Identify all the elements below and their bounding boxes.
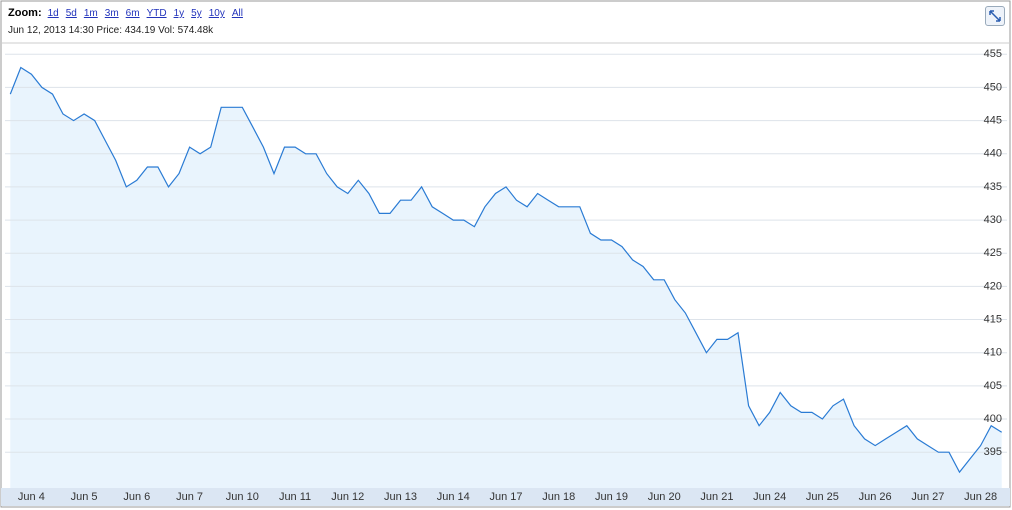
zoom-link[interactable]: 5d — [65, 8, 77, 19]
y-tick-label: 455 — [984, 48, 1002, 60]
x-tick-label: Jun 7 — [176, 491, 203, 503]
x-tick-label: Jun 20 — [648, 491, 681, 503]
y-tick-label: 400 — [984, 413, 1002, 425]
expand-button[interactable] — [985, 6, 1005, 26]
zoom-link[interactable]: 5y — [191, 8, 202, 19]
x-tick-label: Jun 12 — [331, 491, 364, 503]
x-tick-label: Jun 14 — [437, 491, 470, 503]
zoom-link[interactable]: All — [231, 8, 243, 19]
y-tick-label: 410 — [984, 347, 1002, 359]
y-tick-label: 445 — [984, 114, 1002, 126]
zoom-link[interactable]: 10y — [208, 8, 225, 19]
x-tick-label: Jun 26 — [859, 491, 892, 503]
zoom-link[interactable]: 1m — [83, 8, 98, 19]
zoom-label: Zoom: — [8, 7, 42, 19]
y-tick-label: 450 — [984, 81, 1002, 93]
zoom-link[interactable]: 3m — [104, 8, 119, 19]
toolbar: Zoom: 1d 5d 1m 3m 6m YTD 1y 5y 10y All — [8, 7, 250, 19]
status: Jun 12, 2013 14:30 Price: 434.19 Vol: 57… — [8, 25, 214, 36]
expand-icon — [989, 10, 1001, 22]
x-tick-label: Jun 5 — [71, 491, 98, 503]
line — [9, 66, 1003, 474]
y-tick-label: 395 — [984, 446, 1002, 458]
x-tick-label: Jun 19 — [595, 491, 628, 503]
area — [10, 67, 1002, 488]
zoom-link[interactable]: YTD — [146, 8, 167, 19]
y-tick-label: 435 — [984, 181, 1002, 193]
x-tick-label: Jun 27 — [911, 491, 944, 503]
x-tick-label: Jun 17 — [489, 491, 522, 503]
x-tick-label: Jun 11 — [279, 491, 311, 503]
y-tick-label: 415 — [984, 313, 1002, 325]
x-tick-label: Jun 10 — [226, 491, 259, 503]
y-tick-label: 430 — [984, 214, 1002, 226]
x-axis-band — [1, 488, 1010, 506]
zoom-link[interactable]: 1y — [173, 8, 185, 19]
x-tick-label: Jun 21 — [700, 491, 733, 503]
x-tick-label: Jun 18 — [542, 491, 575, 503]
zoom-link[interactable]: 6m — [125, 8, 140, 19]
x-tick-label: Jun 28 — [964, 491, 997, 503]
y-tick-label: 440 — [984, 148, 1002, 160]
y-tick-label: 425 — [984, 247, 1002, 259]
zoom-link[interactable]: 1d — [47, 8, 59, 19]
x-tick-label: Jun 6 — [123, 491, 150, 503]
x-tick-label: Jun 25 — [806, 491, 839, 503]
x-tick-label: Jun 13 — [384, 491, 417, 503]
y-tick-label: 405 — [984, 380, 1002, 392]
x-tick-label: Jun 24 — [753, 491, 786, 503]
y-tick-label: 420 — [984, 280, 1002, 292]
x-tick-label: Jun 4 — [18, 491, 45, 503]
zoom-links: 1d 5d 1m 3m 6m YTD 1y 5y 10y All — [48, 7, 250, 19]
